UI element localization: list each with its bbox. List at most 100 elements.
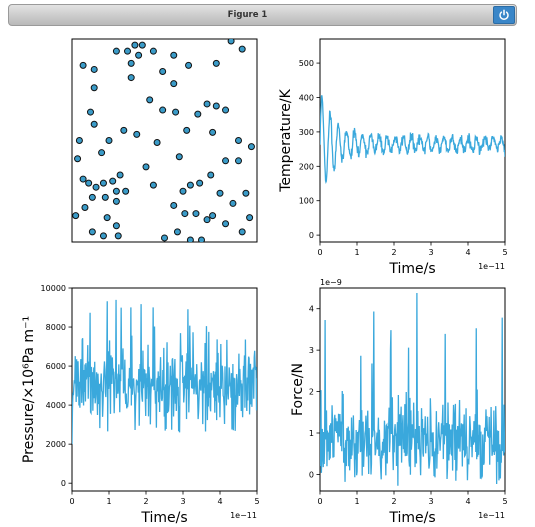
particle-point [114,232,122,240]
pressure-series-line [72,299,257,445]
x-tick-label: 3 [428,497,433,506]
close-figure-button[interactable] [493,6,515,24]
particle-point [198,236,205,242]
particle-point [127,59,135,67]
particle-point [105,137,113,144]
window-title: Figure 1 [227,10,268,20]
particle-point [159,106,167,114]
particle-point [120,126,128,134]
particle-point [186,236,194,242]
particle-point [131,41,139,49]
particle-point [192,210,200,218]
particle-point [222,157,230,165]
x-axis-label: Time/s [388,261,435,277]
particle-point [109,177,117,185]
particle-point [246,214,254,222]
force-series-line [320,293,505,486]
particle-point [238,45,246,53]
particle-point [133,130,141,138]
y-tick-label: 4000 [46,401,66,410]
particle-point [209,128,217,136]
particle-point [88,228,96,236]
particle-point [227,39,235,45]
x-tick-label: 2 [143,497,148,506]
particle-point [79,175,87,183]
particle-point [207,171,215,179]
particle-point [116,171,124,179]
particle-point [135,51,143,59]
particle-point [90,84,98,92]
y-tick-label: 3 [309,346,314,355]
particle-point [74,155,82,163]
x-tick-label: 5 [502,248,507,257]
y-tick-label: 6000 [46,362,66,371]
particles-group [72,39,255,242]
particle-point [138,41,146,49]
y-axis-label: Force/N [290,363,306,416]
y-tick-label: 2000 [46,440,66,449]
y-tick-label: 1 [309,429,314,438]
particle-point [112,197,120,205]
x-tick-label: 3 [180,497,185,506]
particle-point [185,61,193,69]
force-axes-frame [319,287,506,492]
particles-panel [71,38,258,243]
particle-point [181,210,189,218]
y-tick-label: 0 [309,231,314,240]
x-offset-text: 1e−11 [478,262,505,271]
x-tick-label: 0 [317,248,322,257]
particle-point [222,220,230,228]
x-axis-label: Time/s [140,510,187,526]
particle-point [235,157,242,165]
particle-point [124,47,131,55]
y-tick-label: 8000 [46,323,66,332]
particle-point [216,189,224,197]
x-tick-label: 2 [391,248,396,257]
particle-point [196,179,204,187]
x-offset-text: 1e−11 [230,511,257,520]
y-axis-label: Pressure/×10⁶Pa m⁻¹ [21,316,37,463]
x-tick-label: 1 [106,497,111,506]
particle-point [183,126,191,134]
x-tick-label: 1 [354,248,359,257]
particle-point [194,110,202,118]
particle-point [88,193,96,201]
particle-point [146,96,154,104]
y-tick-label: 4 [309,305,314,314]
force-panel: 0 1 2 3 4 5 0 1 2 3 4 Time/s Force/N 1e−11 1e−9 [290,278,508,526]
particle-point [170,201,178,209]
x-tick-label: 2 [391,497,396,506]
particle-point [85,179,93,187]
particle-point [103,214,111,222]
x-tick-label: 0 [69,497,74,506]
particle-point [212,59,220,67]
x-tick-label: 5 [254,497,259,506]
particle-point [235,137,242,144]
particle-point [203,100,211,108]
particle-point [161,234,168,242]
particle-point [98,149,106,157]
particle-point [179,187,187,195]
particle-point [112,222,120,230]
figure-canvas: 0 1 2 3 4 50100200300400500Time/sTemperature/… [21,38,508,526]
particle-point [122,187,130,195]
x-tick-label: 3 [428,248,433,257]
y-tick-label: 400 [299,93,314,102]
particle-point [99,232,107,240]
particle-point [149,181,157,189]
y-tick-label: 10000 [41,284,66,293]
particle-point [247,143,255,151]
particle-point [92,183,100,191]
particle-point [222,106,230,114]
particle-point [242,189,250,197]
y-tick-label: 100 [299,197,314,206]
y-tick-label: 2 [309,388,314,397]
particle-point [87,108,94,116]
y-tick-label: 300 [299,128,314,137]
x-tick-label: 4 [217,497,222,506]
particle-point [172,108,180,116]
particle-point [81,203,89,211]
temperature-series-line [320,95,505,185]
particle-point [75,137,83,144]
particle-point [99,179,107,187]
